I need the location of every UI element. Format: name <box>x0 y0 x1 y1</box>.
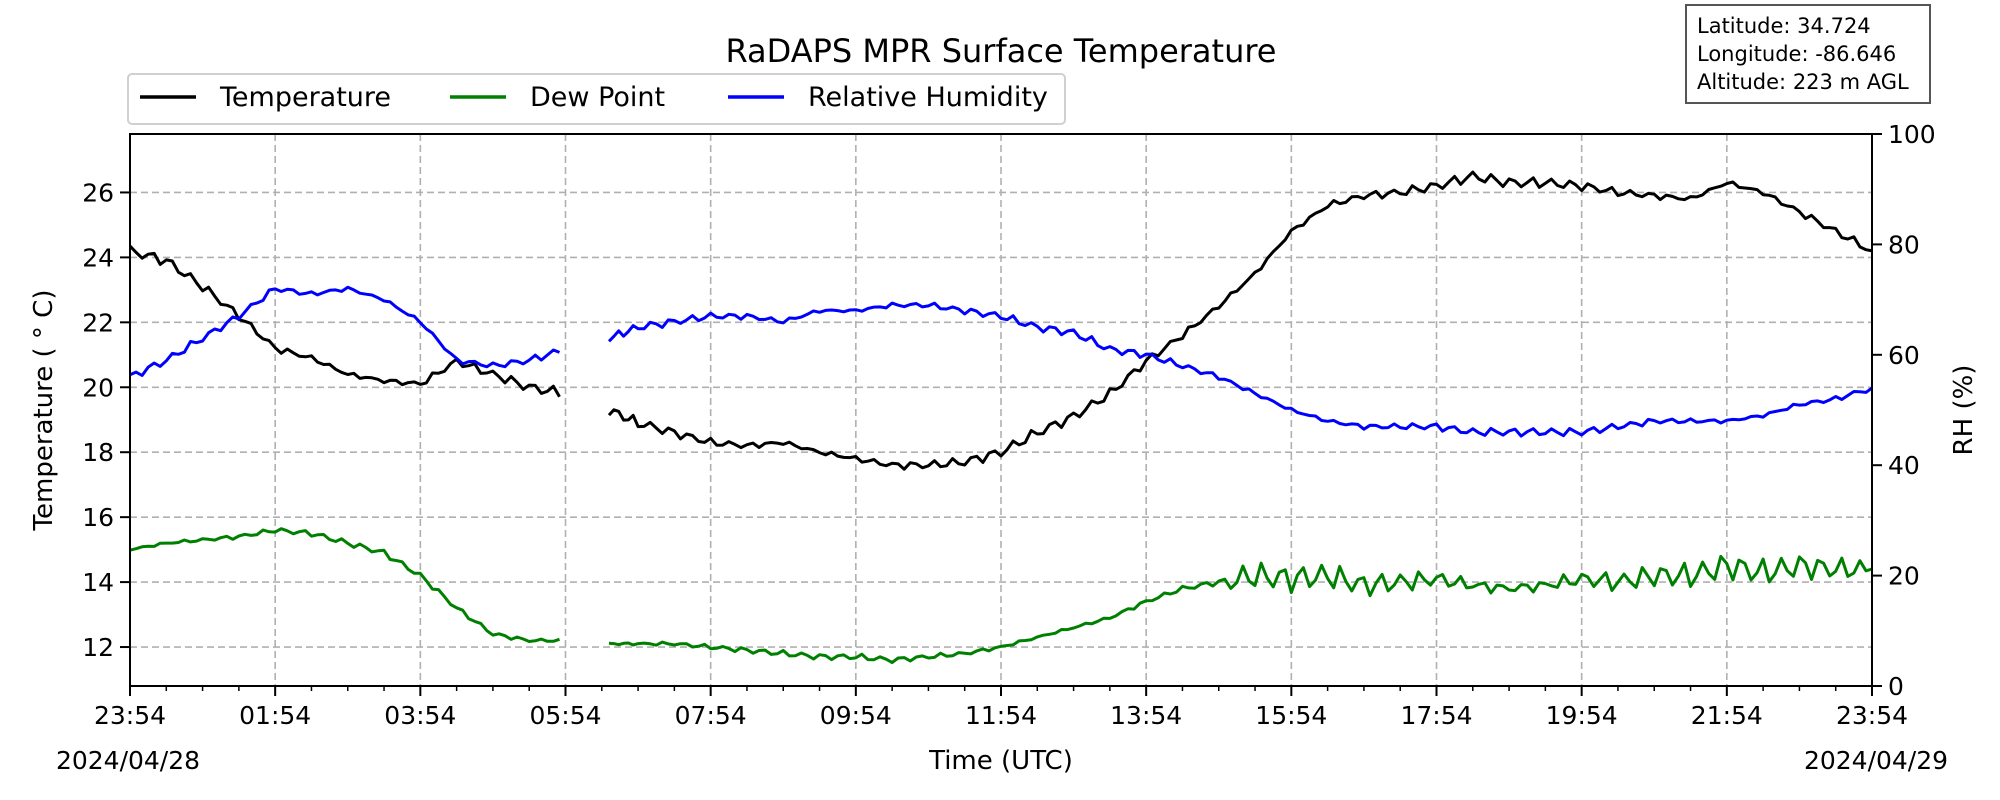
y2-tick-label: 40 <box>1888 451 1920 480</box>
x-tick-label: 21:54 <box>1691 701 1763 730</box>
x-tick-label: 23:54 <box>94 701 166 730</box>
x-axis-label: Time (UTC) <box>928 746 1073 776</box>
x-tick-label: 17:54 <box>1400 701 1472 730</box>
x-tick-label: 23:54 <box>1836 701 1908 730</box>
legend-label-dew-point: Dew Point <box>530 82 665 113</box>
date-end-label: 2024/04/29 <box>1804 746 1948 775</box>
x-tick-label: 07:54 <box>675 701 747 730</box>
y-tick-label: 14 <box>82 568 114 597</box>
info-longitude: Longitude: -86.646 <box>1697 42 1896 66</box>
legend: Temperature Dew Point Relative Humidity <box>127 73 1066 125</box>
y2-axis-label: RH (%) <box>1949 365 1979 456</box>
x-tick-label: 19:54 <box>1546 701 1618 730</box>
legend-label-relative-humidity: Relative Humidity <box>808 82 1048 113</box>
axes: 23:54 01:54 03:54 05:54 07:54 09:54 11:54 13:54… <box>82 120 1936 730</box>
info-altitude: Altitude: 223 m AGL <box>1697 70 1909 94</box>
station-info-box: Latitude: 34.724 Longitude: -86.646 Alti… <box>1685 4 1931 104</box>
y-tick-label: 16 <box>82 503 114 532</box>
series-line-dew-point <box>129 527 1873 664</box>
y-tick-label: 12 <box>82 633 114 662</box>
y2-tick-label: 20 <box>1888 562 1920 591</box>
x-tick-label: 15:54 <box>1255 701 1327 730</box>
info-latitude: Latitude: 34.724 <box>1697 14 1871 38</box>
x-tick-label: 03:54 <box>384 701 456 730</box>
y-tick-label: 20 <box>82 373 114 402</box>
y2-tick-label: 80 <box>1888 230 1920 259</box>
x-tick-label: 11:54 <box>965 701 1037 730</box>
x-tick-label: 09:54 <box>820 701 892 730</box>
y-tick-label: 26 <box>82 178 114 207</box>
y2-tick-label: 100 <box>1888 120 1936 149</box>
series-line-relative-humidity <box>129 285 1873 438</box>
x-tick-label: 05:54 <box>529 701 601 730</box>
legend-label-temperature: Temperature <box>219 82 391 113</box>
y-tick-label: 18 <box>82 438 114 467</box>
y-axis-label: Temperature ( ° C) <box>29 290 59 532</box>
y2-tick-label: 0 <box>1888 672 1904 701</box>
legend-frame <box>127 73 1066 125</box>
chart-title: RaDAPS MPR Surface Temperature <box>726 32 1277 70</box>
series-line-temperature <box>128 170 1873 471</box>
x-tick-label: 13:54 <box>1110 701 1182 730</box>
y-tick-label: 24 <box>82 243 114 272</box>
date-start-label: 2024/04/28 <box>56 746 200 775</box>
plot-area <box>128 170 1873 664</box>
x-tick-label: 01:54 <box>239 701 311 730</box>
info-box-frame <box>1685 4 1931 104</box>
y2-tick-label: 60 <box>1888 341 1920 370</box>
y-tick-label: 22 <box>82 308 114 337</box>
